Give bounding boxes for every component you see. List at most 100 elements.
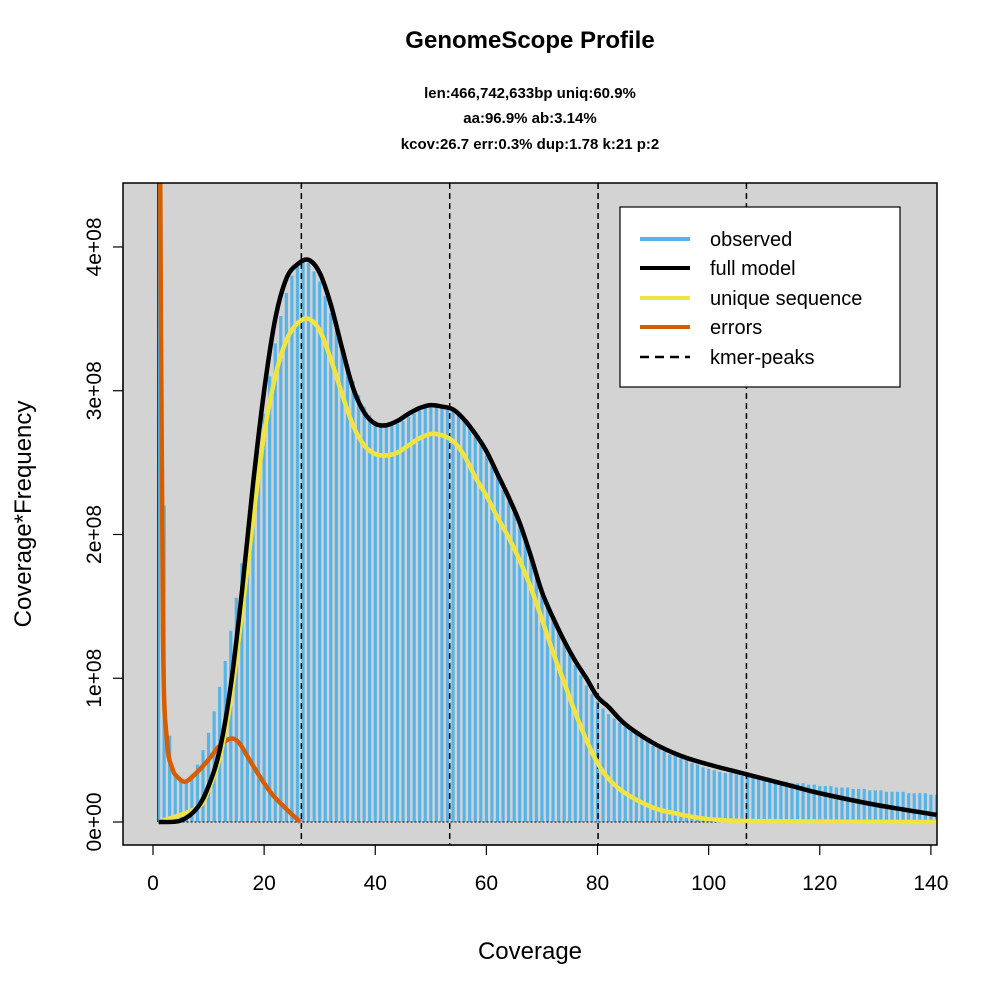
legend-kmer-peaks-label: kmer-peaks — [710, 347, 814, 369]
observed-bar — [918, 793, 922, 822]
observed-bar — [845, 787, 850, 822]
observed-bar — [579, 675, 583, 822]
observed-bar — [501, 489, 505, 822]
observed-bar — [829, 786, 833, 822]
observed-bars — [156, 183, 937, 823]
observed-bar — [473, 436, 477, 822]
observed-bar — [568, 653, 572, 822]
observed-bar — [801, 783, 805, 822]
observed-bar — [484, 455, 488, 822]
observed-bar — [268, 376, 272, 822]
observed-bar — [929, 794, 933, 822]
observed-bar — [729, 773, 733, 822]
y-tick-label: 2e+08 — [83, 505, 106, 564]
legend: observed full model unique sequence erro… — [619, 206, 901, 388]
observed-bar — [807, 784, 811, 822]
observed-bar — [323, 295, 327, 822]
kmer-peak-lines — [300, 183, 748, 845]
observed-bar — [334, 330, 338, 822]
y-axis-label: Coverage*Frequency — [10, 401, 37, 628]
y-tick-label: 3e+08 — [83, 361, 106, 420]
observed-bar — [912, 793, 916, 822]
observed-bar — [662, 751, 666, 822]
observed-bar — [462, 420, 466, 822]
y-tick-label: 4e+08 — [83, 217, 106, 276]
observed-bar — [757, 778, 761, 822]
observed-bar — [751, 777, 755, 822]
x-tick-label: 140 — [913, 872, 948, 895]
observed-bar — [523, 540, 527, 822]
observed-bar — [818, 786, 822, 822]
observed-bar — [318, 281, 322, 822]
observed-bar — [195, 764, 200, 822]
observed-bar — [468, 428, 472, 822]
observed-bar — [612, 718, 616, 822]
observed-bar — [429, 406, 433, 822]
observed-bar — [651, 745, 655, 822]
observed-bar — [206, 732, 211, 822]
observed-bar — [401, 420, 405, 822]
observed-bar — [934, 794, 937, 822]
observed-bar — [240, 563, 244, 822]
observed-bar — [768, 780, 772, 822]
observed-bar — [312, 271, 316, 822]
legend-errors-label: errors — [710, 317, 762, 339]
observed-bar — [412, 413, 416, 822]
observed-bar — [590, 694, 594, 822]
observed-bar — [190, 774, 194, 822]
observed-bar — [168, 735, 172, 822]
observed-bar — [495, 476, 500, 822]
observed-bar — [812, 784, 816, 822]
legend-full-model-label: full model — [710, 258, 796, 280]
observed-bar — [229, 630, 233, 822]
observed-bar — [440, 406, 444, 822]
observed-bar — [645, 741, 650, 822]
observed-bar — [668, 754, 672, 822]
observed-bar — [862, 788, 866, 822]
observed-bar — [673, 755, 677, 822]
observed-bar — [640, 737, 644, 822]
observed-bar — [356, 395, 361, 822]
observed-bar — [684, 760, 689, 822]
observed-bar — [834, 787, 839, 822]
legend-unique-sequence-label: unique sequence — [710, 288, 862, 310]
observed-bar — [362, 406, 366, 822]
observed-bar — [701, 767, 705, 822]
observed-bar — [384, 425, 388, 822]
observed-bar — [540, 587, 544, 822]
observed-bar — [851, 788, 855, 822]
x-tick-label: 80 — [586, 872, 609, 895]
observed-bar — [790, 783, 794, 822]
observed-bar — [534, 573, 538, 822]
observed-bar — [279, 315, 283, 822]
observed-bar — [618, 722, 622, 822]
observed-bar — [201, 750, 205, 822]
observed-bar — [695, 764, 700, 822]
chart-title: GenomeScope Profile — [405, 27, 654, 54]
observed-bar — [840, 787, 844, 822]
observed-bar — [179, 781, 183, 822]
observed-bar — [351, 380, 355, 822]
unique-sequence-curve — [157, 316, 937, 825]
observed-bar — [390, 425, 394, 822]
observed-bar — [507, 501, 511, 822]
observed-bar — [601, 708, 605, 822]
observed-bar — [557, 629, 561, 822]
observed-bar — [295, 265, 300, 822]
observed-bar — [512, 512, 516, 822]
observed-bar — [907, 793, 911, 822]
observed-bar — [368, 415, 372, 822]
observed-bar — [723, 773, 727, 822]
observed-bar — [718, 771, 722, 822]
subtitle-line-3: kcov:26.7 err:0.3% dup:1.78 k:21 p:2 — [401, 136, 659, 153]
x-tick-label: 100 — [691, 872, 726, 895]
x-tick-label: 60 — [475, 872, 498, 895]
observed-bar — [629, 731, 633, 822]
observed-bar — [584, 685, 588, 822]
observed-bar — [273, 343, 277, 822]
observed-bar — [923, 793, 927, 822]
observed-bar — [457, 415, 461, 822]
observed-bar — [901, 791, 905, 822]
observed-bar — [623, 727, 627, 822]
